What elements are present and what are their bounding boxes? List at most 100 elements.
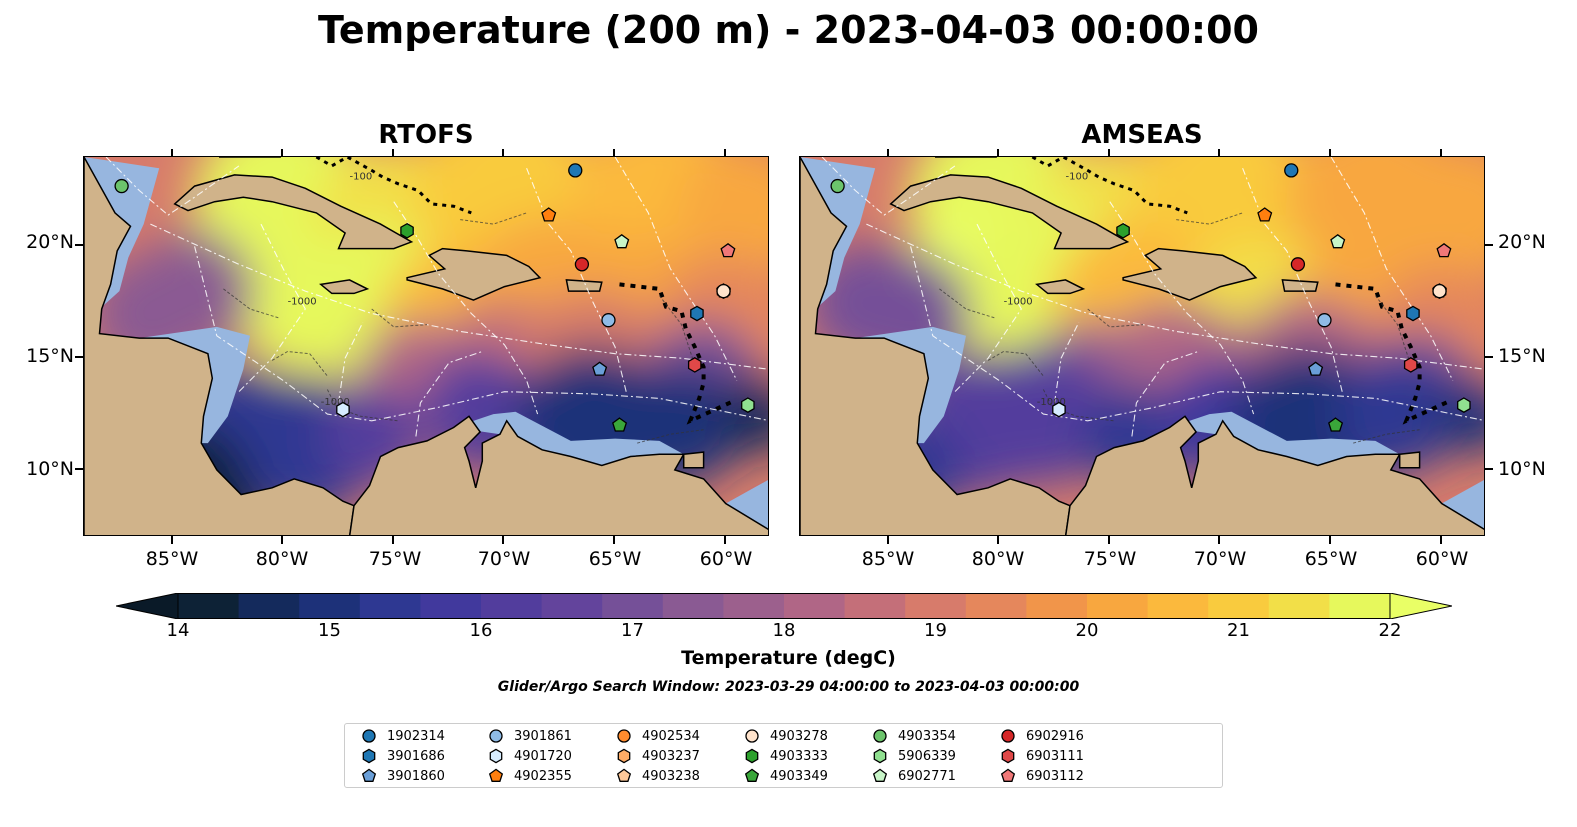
rtofs-float-1902314 [568,163,583,178]
amseas-eez-boundary [954,223,1022,393]
legend-marker-icon [489,729,503,743]
legend-marker-icon [361,768,377,782]
rtofs-float-6902916 [574,257,590,272]
legend-marker-3901686 [362,748,376,764]
legend-marker-icon [362,729,376,743]
axis-tick [281,536,284,544]
colorbar-segment [299,593,361,619]
colorbar-segment [420,593,482,619]
legend-item-6902771: 6902771 [872,766,956,786]
rtofs-float-4902355 [541,207,557,222]
rtofs-float-3901861 [601,313,616,328]
lon-label-80w-right: 80°W [971,548,1025,570]
legend-marker-icon [362,748,376,764]
rtofs-float-4903354 [114,178,129,194]
amseas-contour-label: -1000 [1004,297,1033,308]
lat-label-20n-right: 20°N [1498,231,1546,253]
legend-label: 6903111 [1026,748,1084,764]
rtofs-land [173,174,414,250]
axis-tick [1218,536,1221,544]
axis-tick [613,536,616,544]
legend-item-4902355: 4902355 [488,766,572,786]
amseas-float-6903111 [1403,357,1418,373]
rtofs-contour-label: -1000 [321,397,350,408]
rtofs-eez-boundary [415,350,483,437]
axis-tick [1485,467,1493,470]
amseas-eez-boundary [821,157,956,216]
colorbar-segment [844,593,906,619]
legend-label: 4903333 [770,748,828,764]
axis-tick [502,149,505,157]
legend-label: 6902916 [1026,728,1084,744]
colorbar-segment [784,593,846,619]
legend-marker-icon [745,729,759,743]
legend-item-3901686: 3901686 [361,746,445,766]
rtofs-bahamas [315,157,472,215]
lat-label-15n-right: 15°N [1498,345,1546,367]
rtofs-float-4903333 [400,222,414,239]
search-window-caption: Glider/Argo Search Window: 2023-03-29 04… [497,679,1080,695]
rtofs-eez-boundary [337,322,364,403]
amseas-land [1035,279,1086,295]
colorbar-segment [359,593,421,619]
legend-item-4901720: 4901720 [488,746,572,766]
legend-marker-icon [745,748,759,764]
colorbar-tick-label: 21 [1227,620,1250,641]
colorbar-segment [723,593,785,619]
colorbar-segment [965,593,1027,619]
amseas-bathy-contour [1176,212,1243,225]
colorbar-over-arrow [1389,592,1453,620]
colorbar-tick-label: 20 [1075,620,1099,641]
legend-marker-3901861 [489,729,503,743]
legend-item-4903354: 4903354 [872,726,956,746]
amseas-eez-boundary [910,246,1484,422]
colorbar-segment [1147,593,1209,619]
amseas-bathy-contour [1375,295,1409,359]
axis-tick [281,149,284,157]
legend-item-5906339: 5906339 [872,746,956,766]
map-rtofs[interactable]: -1000 -1000 -100 [83,156,769,536]
colorbar-segment [602,593,664,619]
legend-marker-6903112 [1000,768,1016,782]
legend-marker-icon [873,748,887,764]
axis-tick [1107,149,1110,157]
legend-item-3901860: 3901860 [361,766,445,786]
colorbar-under-arrow [115,592,179,620]
axis-tick [723,149,726,157]
legend-item-4903278: 4903278 [744,726,828,746]
amseas-shelf [855,326,966,444]
legend-label: 5906339 [898,748,956,764]
rtofs-contour-label: -1000 [288,297,317,308]
rtofs-eez-boundary [194,246,768,422]
map-amseas[interactable]: -1000 -1000 -100 [799,156,1485,536]
axis-tick [1439,149,1442,157]
rtofs-float-6903111 [687,357,702,373]
axis-tick [1485,356,1493,359]
lon-label-65w: 65°W [588,548,642,570]
legend-label: 4903349 [770,768,828,784]
legend-marker-icon [873,729,887,743]
legend-label: 3901861 [514,728,572,744]
colorbar-segment [541,593,603,619]
rtofs-land [682,451,705,469]
legend-marker-4902355 [488,768,504,782]
legend-marker-4901720 [489,748,503,764]
rtofs-eez-boundary [614,157,738,381]
legend-item-4903349: 4903349 [744,766,828,786]
axis-tick [886,536,889,544]
legend-item-4903238: 4903238 [616,766,700,786]
legend-marker-icon [489,748,503,764]
axis-tick [75,356,83,359]
legend-item-4902534: 4902534 [616,726,700,746]
legend-marker-3901860 [361,768,377,782]
rtofs-bathy-contour [371,308,428,328]
colorbar-segment [1026,593,1088,619]
legend-item-4903333: 4903333 [744,746,828,766]
legend-item-1902314: 1902314 [361,726,445,746]
colorbar-tick-label: 19 [924,620,947,641]
legend-marker-icon [1001,729,1015,743]
rtofs-land [319,279,370,295]
amseas-float-4902355 [1257,207,1273,222]
amseas-float-4901720 [1052,401,1066,418]
legend-label: 4902534 [642,728,700,744]
